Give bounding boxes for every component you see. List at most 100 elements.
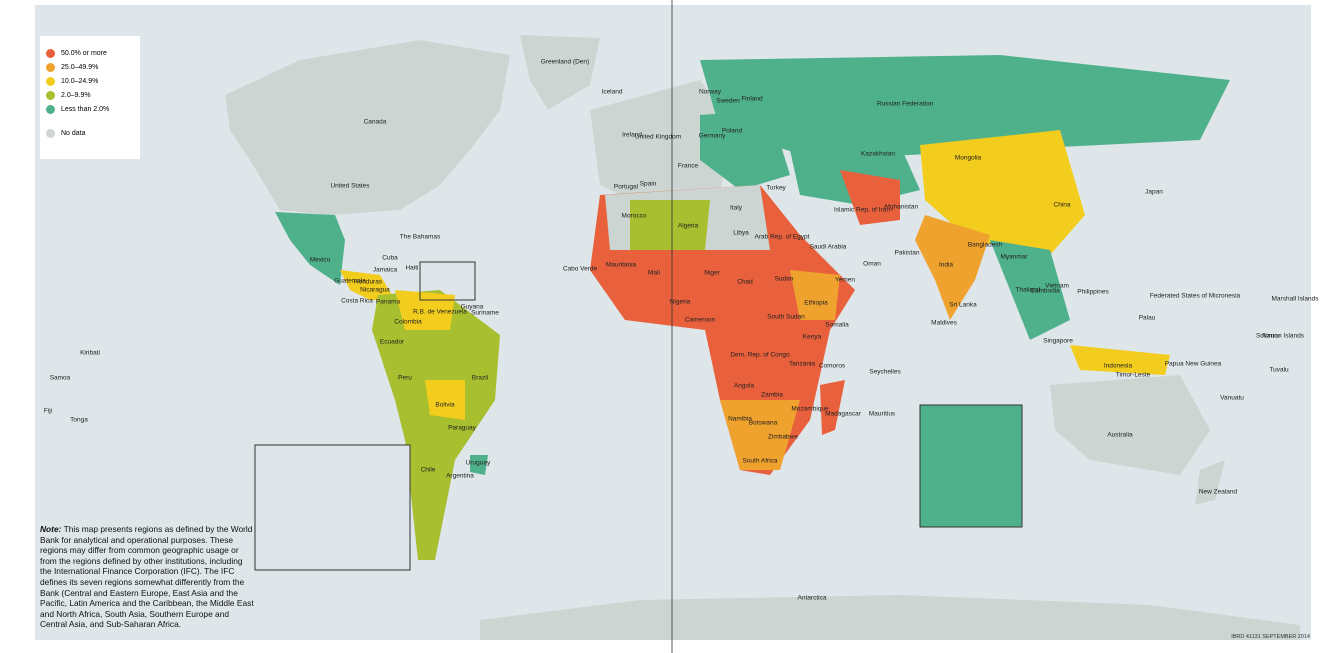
place-label: Zambia [761, 392, 783, 399]
bolivia [425, 380, 465, 420]
place-label: Guyana [461, 304, 484, 311]
note-text: This map presents regions as defined by … [40, 524, 254, 630]
greenland [520, 35, 600, 110]
place-label: Uruguay [466, 460, 491, 467]
ethiopia [790, 270, 840, 320]
place-label: Norway [699, 89, 722, 96]
legend-label: 50.0% or more [61, 49, 107, 57]
place-label: Samoa [50, 375, 71, 382]
place-label: Libya [733, 230, 749, 237]
south-america [372, 290, 500, 560]
legend-item: 25.0–49.9% [40, 60, 140, 74]
place-label: Solomon Islands [1256, 333, 1305, 340]
legend-swatch [46, 128, 55, 138]
place-label: Yemen [835, 277, 855, 284]
place-label: Vietnam [1045, 283, 1069, 290]
place-label: Maldives [931, 320, 957, 327]
place-label: Canada [364, 119, 387, 126]
southeast-asia [990, 240, 1070, 340]
place-label: Afghanistan [884, 204, 919, 211]
place-label: The Bahamas [400, 234, 441, 241]
legend-item: 10.0–24.9% [40, 74, 140, 88]
place-label: Morocco [622, 213, 647, 220]
place-label: Paraguay [448, 425, 477, 432]
place-label: Nicaragua [360, 287, 390, 294]
place-label: Iceland [602, 89, 623, 96]
place-label: Mexico [310, 257, 331, 264]
australia [1050, 375, 1210, 475]
place-label: Myanmar [1000, 254, 1028, 261]
place-label: Tuvalu [1269, 367, 1289, 374]
place-label: Namibia [728, 416, 752, 423]
place-label: Madagascar [825, 411, 862, 418]
legend-label: 25.0–49.9% [61, 63, 99, 71]
place-label: Ireland [622, 132, 642, 139]
place-label: Sri Lanka [949, 302, 977, 309]
place-label: Kenya [803, 334, 822, 341]
place-label: Suriname [471, 310, 499, 317]
place-label: Botswana [749, 420, 778, 427]
place-label: Sweden [716, 98, 740, 105]
place-label: South Africa [742, 458, 777, 465]
place-label: Kiribati [80, 350, 100, 357]
note-lead: Note: [40, 524, 62, 534]
indonesia [1070, 345, 1170, 375]
europe-inset [919, 404, 1023, 528]
place-label: Colombia [394, 319, 422, 326]
central-america [340, 270, 395, 300]
legend-item: Less than 2.0% [40, 102, 140, 116]
algeria [630, 200, 710, 250]
place-label: Tonga [70, 417, 88, 424]
place-label: Antarctica [798, 595, 827, 602]
place-label: Cuba [382, 255, 398, 262]
place-label: Chile [421, 467, 436, 474]
place-label: United States [330, 183, 370, 190]
place-label: Mongolia [955, 155, 982, 162]
place-label: Dem. Rep. of Congo [730, 352, 790, 359]
iran [840, 170, 900, 225]
place-label: Brazil [472, 375, 489, 382]
place-label: Marshall Islands [1272, 296, 1320, 303]
place-label: France [678, 163, 699, 170]
place-label: Seychelles [869, 369, 901, 376]
russia [700, 55, 1230, 160]
place-label: Germany [699, 133, 726, 140]
place-label: Comoros [819, 363, 846, 370]
place-label: R.B. de Venezuela [413, 309, 467, 316]
place-label: Angola [734, 383, 755, 390]
legend-swatch [46, 104, 55, 114]
place-label: Thailand [1016, 287, 1041, 294]
antarctica [480, 595, 1300, 640]
eastern-europe [700, 110, 790, 190]
place-label: Haiti [405, 265, 418, 272]
credit: IBRD 41131 SEPTEMBER 2014 [1231, 634, 1310, 640]
place-label: Jamaica [373, 267, 398, 274]
place-label: Somalia [825, 322, 849, 329]
legend-swatch [46, 62, 55, 72]
uruguay [470, 455, 488, 475]
place-label: India [939, 262, 953, 269]
legend-swatch [46, 48, 55, 58]
place-label: Ecuador [380, 339, 405, 346]
place-label: Palau [1139, 315, 1156, 322]
legend-item: 2.0–9.9% [40, 88, 140, 102]
place-label: Cabo Verde [563, 266, 598, 273]
place-label: Mozambique [791, 406, 829, 413]
place-label: New Zealand [1199, 489, 1238, 496]
place-label: Ethiopia [804, 300, 828, 307]
place-label: Cameroon [685, 317, 716, 324]
legend-label: No data [61, 129, 86, 137]
place-label: Tanzania [789, 361, 815, 368]
india [915, 215, 990, 320]
place-label: Australia [1107, 432, 1133, 439]
place-label: Cambodia [1030, 288, 1060, 295]
place-label: Spain [640, 181, 657, 188]
legend-swatch [46, 90, 55, 100]
place-label: Singapore [1043, 338, 1073, 345]
place-label: Mauritania [606, 262, 637, 269]
place-label: Finland [741, 96, 763, 103]
legend-label: 10.0–24.9% [61, 77, 99, 85]
place-label: Algeria [678, 223, 699, 230]
